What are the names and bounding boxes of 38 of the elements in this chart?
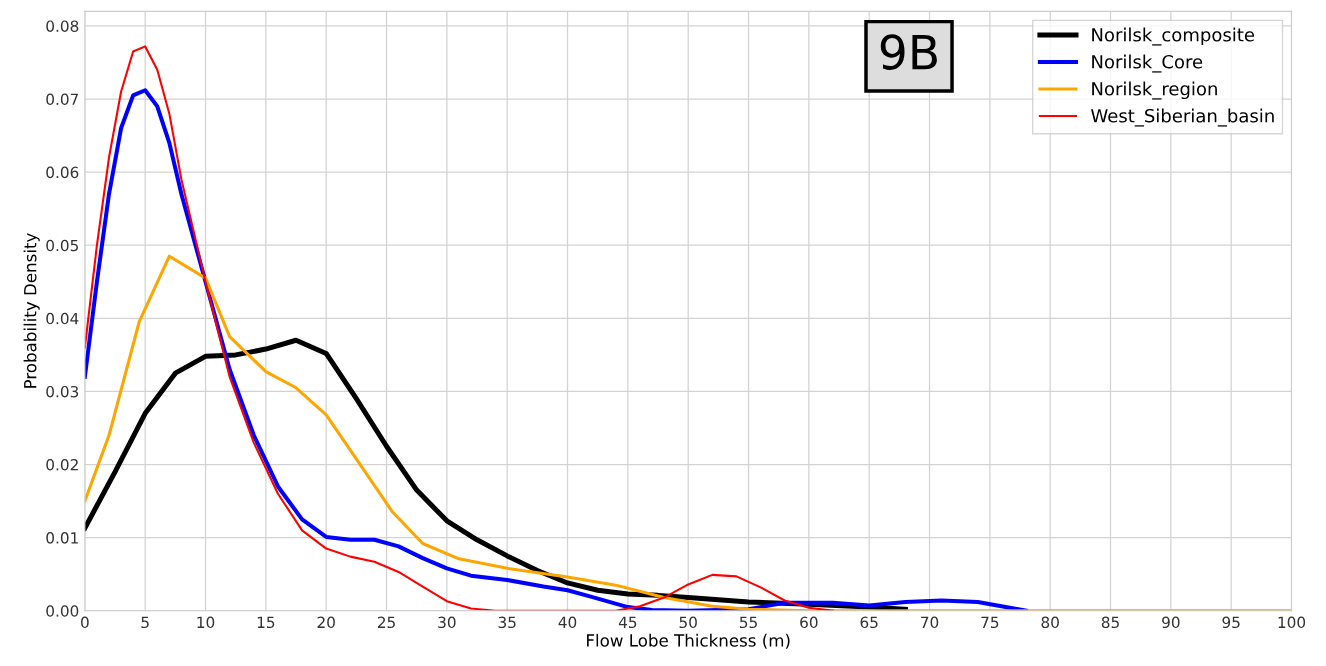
x-tick-label: 95	[1222, 616, 1240, 629]
y-tick-label: 0.06	[46, 166, 79, 179]
x-tick-label: 50	[679, 616, 697, 629]
annotation: 9B	[880, 34, 937, 70]
y-axis-title: Probability Density	[23, 233, 40, 388]
x-tick-label: 75	[981, 616, 999, 629]
x-tick-label: 100	[1278, 616, 1306, 629]
y-tick-label: 0.05	[46, 239, 78, 252]
x-tick-label: 25	[377, 616, 395, 629]
x-tick-label: 60	[800, 616, 818, 629]
x-tick-label: 40	[558, 616, 577, 629]
x-tick-label: 55	[739, 616, 757, 629]
x-tick-label: 65	[860, 616, 878, 629]
y-tick-label: 0.02	[46, 458, 78, 471]
x-tick-label: 80	[1041, 616, 1059, 629]
legend-label: Norilsk_composite	[1092, 27, 1255, 46]
y-tick-label: 0.08	[46, 20, 79, 32]
x-tick-label: 35	[498, 616, 516, 629]
x-tick-label: 10	[197, 616, 215, 629]
x-tick-label: 90	[1162, 616, 1180, 629]
y-tick-label: 0.04	[46, 312, 79, 325]
y-tick-label: 0.01	[46, 532, 78, 544]
legend-label: West_Siberian_basin	[1091, 108, 1274, 127]
x-tick-label: 85	[1101, 616, 1119, 629]
legend-label: Norilsk_Core	[1092, 54, 1203, 73]
x-tick-label: 45	[618, 616, 637, 629]
x-tick-label: 70	[921, 616, 939, 629]
x-axis-title: Flow Lobe Thickness (m)	[587, 633, 790, 649]
line-series	[84, 45, 835, 611]
x-tick-label: 5	[141, 616, 149, 629]
y-tick-label: 0.00	[46, 605, 79, 617]
x-tick-label: 30	[438, 616, 456, 629]
legend-label: Norilsk_region	[1092, 81, 1217, 100]
x-tick-label: 15	[257, 616, 275, 629]
x-tick-label: 20	[317, 616, 335, 629]
y-tick-label: 0.03	[46, 385, 79, 398]
x-tick-label: 0	[81, 616, 89, 629]
y-tick-label: 0.07	[46, 93, 78, 106]
